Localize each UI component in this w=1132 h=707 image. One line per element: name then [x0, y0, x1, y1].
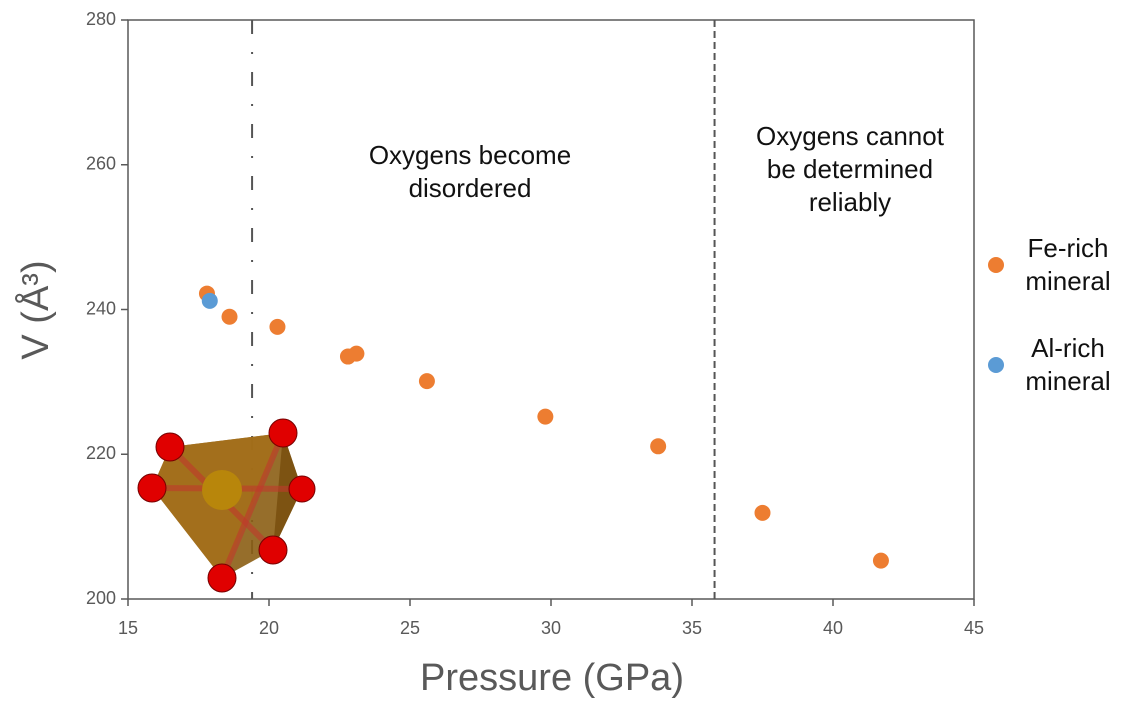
x-tick-label: 40: [823, 618, 843, 638]
x-tick-label: 30: [541, 618, 561, 638]
legend-label: Al-rich mineral: [1025, 333, 1110, 396]
data-point: [269, 318, 286, 335]
x-tick-label: 20: [259, 618, 279, 638]
x-tick-label: 45: [964, 618, 984, 638]
data-point: [418, 373, 435, 390]
y-axis-label: V (Å³): [13, 260, 57, 359]
x-tick-label: 15: [118, 618, 138, 638]
x-axis-label: Pressure (GPa): [420, 657, 684, 699]
data-point: [221, 308, 238, 325]
y-tick-label: 240: [86, 298, 116, 318]
annotation: reliably: [809, 187, 891, 217]
data-point: [201, 292, 218, 309]
y-tick-label: 260: [86, 154, 116, 174]
data-point: [872, 552, 889, 569]
y-tick-label: 220: [86, 443, 116, 463]
x-tick-label: 25: [400, 618, 420, 638]
annotation: Oxygens become: [369, 140, 571, 170]
data-point: [537, 408, 554, 425]
legend-marker: [988, 357, 1004, 373]
data-point: [650, 438, 667, 455]
annotation: be determined: [767, 154, 933, 184]
annotation: Oxygens cannot: [756, 121, 945, 151]
legend-marker: [988, 257, 1004, 273]
crystal-illustration: [137, 418, 316, 593]
y-tick-label: 200: [86, 588, 116, 608]
x-tick-label: 35: [682, 618, 702, 638]
data-point: [348, 345, 365, 362]
data-point: [754, 504, 771, 521]
y-tick-label: 280: [86, 9, 116, 29]
annotation: disordered: [409, 173, 532, 203]
legend-label: Fe-rich mineral: [1025, 233, 1110, 296]
